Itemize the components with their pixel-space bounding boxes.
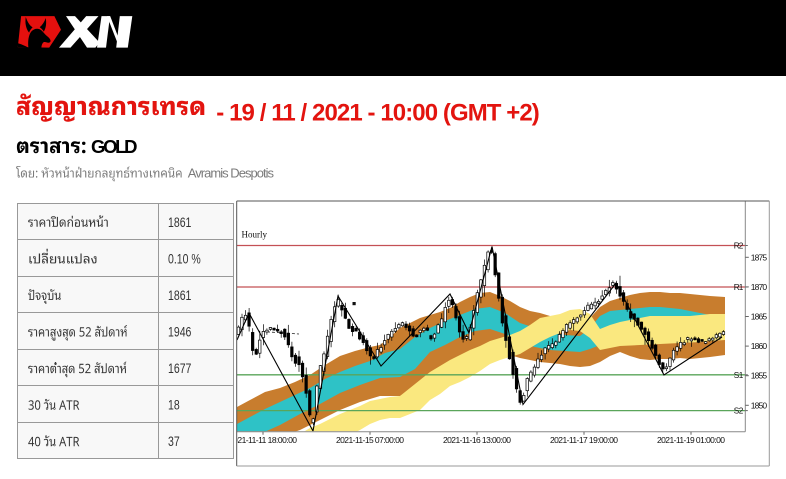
svg-text:18: 18 (168, 397, 180, 413)
svg-text:1870: 1870 (751, 282, 768, 292)
svg-text:2021-11-15 07:00:00: 2021-11-15 07:00:00 (336, 435, 404, 445)
svg-text:S2: S2 (734, 407, 744, 416)
svg-text:2021-11-17 19:00:00: 2021-11-17 19:00:00 (550, 435, 618, 445)
svg-text:R1: R1 (734, 283, 744, 292)
svg-text:37: 37 (168, 434, 180, 450)
svg-text:S1: S1 (734, 371, 744, 380)
svg-text:- 19 / 11 / 2021 - 10:00 (GMT: - 19 / 11 / 2021 - 10:00 (GMT +2) (216, 100, 540, 127)
svg-text:2021-11-16 13:00:00: 2021-11-16 13:00:00 (443, 435, 511, 445)
svg-text:1865: 1865 (751, 312, 768, 322)
svg-text:R2: R2 (734, 242, 744, 251)
svg-text:0.10 %: 0.10 % (168, 251, 201, 267)
svg-text:GOLD: GOLD (91, 136, 138, 157)
svg-text:1861: 1861 (168, 215, 192, 231)
svg-text:1855: 1855 (751, 371, 768, 381)
svg-text:1861: 1861 (168, 288, 192, 304)
svg-text:Hourly: Hourly (242, 230, 268, 240)
svg-text:2021-11-11 18:00:00: 2021-11-11 18:00:00 (229, 435, 297, 445)
svg-text:1860: 1860 (751, 341, 768, 351)
svg-text:Avramis Despotis: Avramis Despotis (188, 166, 275, 181)
svg-text:1850: 1850 (751, 400, 768, 410)
svg-text:1946: 1946 (168, 324, 192, 340)
svg-text:2021-11-19 01:00:00: 2021-11-19 01:00:00 (657, 435, 725, 445)
svg-text:1875: 1875 (751, 252, 768, 262)
svg-text:1677: 1677 (168, 361, 192, 377)
